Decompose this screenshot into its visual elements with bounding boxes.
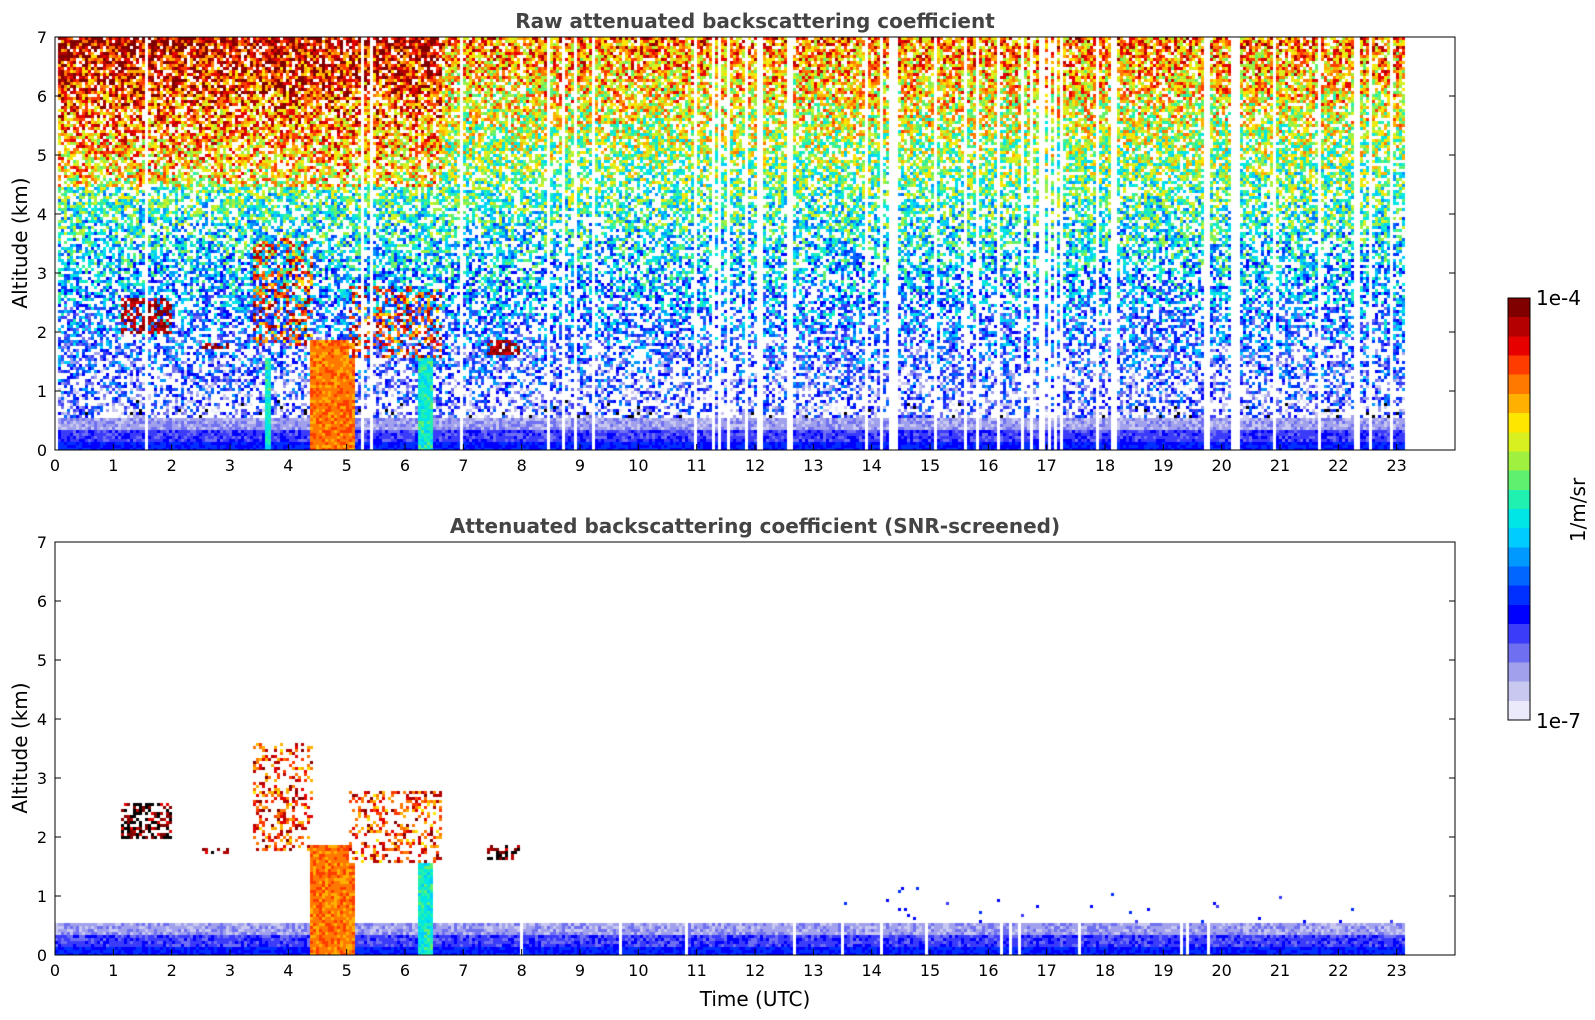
x-tick-label: 21 <box>1270 961 1290 980</box>
x-tick-label: 15 <box>920 456 940 475</box>
x-tick-label: 4 <box>283 456 293 475</box>
backscatter-heatmap <box>55 542 1455 955</box>
y-tick-label: 2 <box>37 828 47 847</box>
x-axis-ticks: 0 1 2 3 4 5 6 7 8 9 10 11 12 13 14 15 16 17 18 19 20 21 22 23 <box>50 949 1407 980</box>
x-tick-label: 11 <box>686 961 706 980</box>
x-tick-label: 3 <box>225 456 235 475</box>
x-tick-label: 2 <box>167 456 177 475</box>
x-tick-label: 23 <box>1386 961 1406 980</box>
x-tick-label: 1 <box>108 961 118 980</box>
colorbar: 1e-4 1e-7 1/m/sr <box>1507 286 1590 733</box>
x-tick-label: 22 <box>1328 961 1348 980</box>
x-tick-label: 5 <box>342 961 352 980</box>
x-tick-label: 19 <box>1153 961 1173 980</box>
x-axis-label: Time (UTC) <box>699 987 811 1011</box>
x-tick-label: 7 <box>458 456 468 475</box>
y-tick-label: 7 <box>37 28 47 47</box>
y-tick-label: 0 <box>37 946 47 965</box>
y-axis-label: Altitude (km) <box>8 682 32 813</box>
x-tick-label: 10 <box>628 961 648 980</box>
x-tick-label: 13 <box>803 456 823 475</box>
y-tick-label: 1 <box>37 382 47 401</box>
x-tick-label: 2 <box>167 961 177 980</box>
x-tick-label: 6 <box>400 961 410 980</box>
x-tick-label: 13 <box>803 961 823 980</box>
x-tick-label: 9 <box>575 456 585 475</box>
panel-title: Raw attenuated backscattering coefficien… <box>515 9 995 33</box>
x-tick-label: 18 <box>1095 961 1115 980</box>
x-tick-label: 9 <box>575 961 585 980</box>
x-tick-label: 10 <box>628 456 648 475</box>
y-tick-label: 2 <box>37 323 47 342</box>
colorbar-min-label: 1e-7 <box>1536 709 1581 733</box>
heatmap-canvas <box>55 542 1455 955</box>
x-tick-label: 17 <box>1036 456 1056 475</box>
x-tick-label: 14 <box>861 961 881 980</box>
x-tick-label: 18 <box>1095 456 1115 475</box>
x-tick-label: 19 <box>1153 456 1173 475</box>
backscatter-heatmap <box>55 37 1455 450</box>
y-tick-label: 6 <box>37 592 47 611</box>
y-tick-label: 0 <box>37 441 47 460</box>
raw-backscatter-panel: Raw attenuated backscattering coefficien… <box>8 9 1456 475</box>
x-axis-ticks: 0 1 2 3 4 5 6 7 8 9 10 11 12 13 14 15 16 17 18 19 20 21 22 23 <box>50 444 1407 475</box>
y-tick-label: 6 <box>37 87 47 106</box>
y-axis-ticks: 0 1 2 3 4 5 6 7 <box>37 28 1455 460</box>
colorbar-unit-label: 1/m/sr <box>1566 477 1590 542</box>
x-tick-label: 5 <box>342 456 352 475</box>
y-tick-label: 1 <box>37 887 47 906</box>
x-tick-label: 23 <box>1386 456 1406 475</box>
y-tick-label: 5 <box>37 651 47 670</box>
colorbar-max-label: 1e-4 <box>1536 286 1581 310</box>
x-tick-label: 8 <box>517 961 527 980</box>
x-tick-label: 12 <box>745 961 765 980</box>
y-tick-label: 3 <box>37 769 47 788</box>
x-tick-label: 14 <box>861 456 881 475</box>
x-tick-label: 20 <box>1211 961 1231 980</box>
x-tick-label: 22 <box>1328 456 1348 475</box>
x-tick-label: 4 <box>283 961 293 980</box>
panel-title: Attenuated backscattering coefficient (S… <box>450 514 1060 538</box>
y-axis-ticks: 0 1 2 3 4 5 6 7 <box>37 533 1455 965</box>
x-tick-label: 0 <box>50 961 60 980</box>
x-tick-label: 21 <box>1270 456 1290 475</box>
x-tick-label: 12 <box>745 456 765 475</box>
snr-screened-backscatter-panel: Attenuated backscattering coefficient (S… <box>8 514 1456 1011</box>
y-axis-label: Altitude (km) <box>8 177 32 308</box>
x-tick-label: 8 <box>517 456 527 475</box>
x-tick-label: 16 <box>978 961 998 980</box>
x-tick-label: 7 <box>458 961 468 980</box>
y-tick-label: 4 <box>37 205 47 224</box>
colorbar-scale <box>1507 297 1531 721</box>
y-tick-label: 3 <box>37 264 47 283</box>
x-tick-label: 11 <box>686 456 706 475</box>
x-tick-label: 6 <box>400 456 410 475</box>
x-tick-label: 0 <box>50 456 60 475</box>
y-tick-label: 4 <box>37 710 47 729</box>
x-tick-label: 1 <box>108 456 118 475</box>
x-tick-label: 16 <box>978 456 998 475</box>
y-tick-label: 7 <box>37 533 47 552</box>
heatmap-canvas <box>55 37 1455 450</box>
x-tick-label: 3 <box>225 961 235 980</box>
y-tick-label: 5 <box>37 146 47 165</box>
x-tick-label: 15 <box>920 961 940 980</box>
x-tick-label: 17 <box>1036 961 1056 980</box>
x-tick-label: 20 <box>1211 456 1231 475</box>
